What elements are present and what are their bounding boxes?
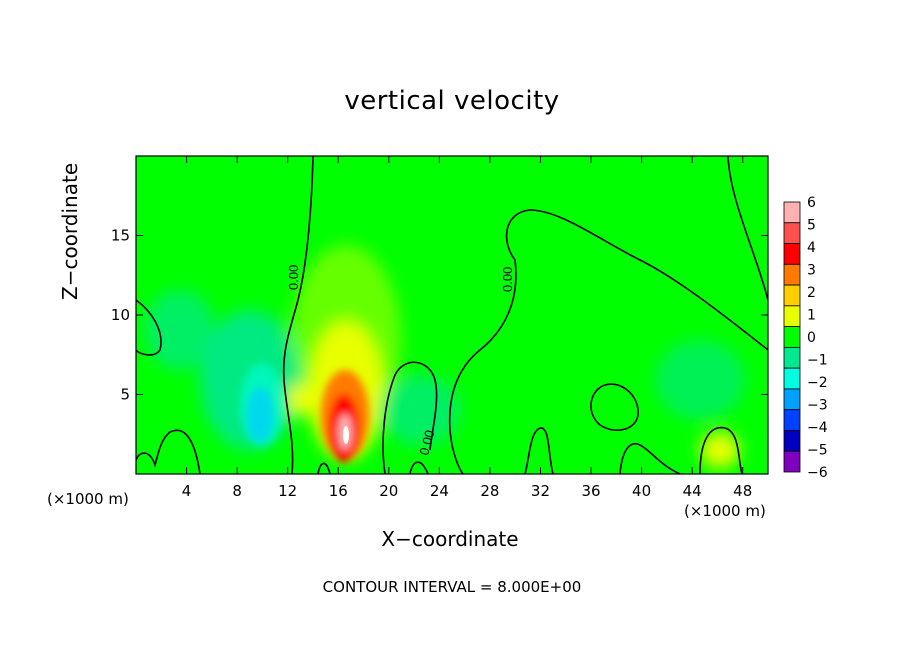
colorbar-label--5: −5 [807,443,828,459]
contour-label-3: 0.00 [416,428,437,456]
contour-zero-g [136,429,201,474]
x-unit-label-right: (×1000 m) [684,502,766,520]
colorbar-swatch-4 [783,243,801,265]
contour-zero-i [699,426,743,474]
colorbar-label--3: −3 [807,398,828,414]
colorbar-swatch--3 [783,388,801,411]
y-tick-label-10: 10 [111,306,130,324]
colorbar-label--6: −6 [807,465,828,481]
field-updraft-peak [343,426,349,444]
contour-zero-d [136,299,162,356]
contour-zero-h [524,427,554,474]
field-downdraft-mid [380,375,460,445]
x-tick-label-24: 24 [430,482,449,500]
contour-zero-j [619,443,681,474]
field-updraft-small [286,384,314,416]
contour-interval-note: CONTOUR INTERVAL = 8.000E+00 [322,578,582,596]
chart-title: vertical velocity [344,86,560,116]
contour-zero-a [282,156,314,474]
contour-zero-l [409,461,429,474]
contour-zero-b [727,156,768,301]
x-axis-label: X−coordinate [381,527,519,551]
colorbar-label-5: 5 [807,218,816,234]
colorbar-swatch--1 [783,346,801,369]
contour-zero-c [448,209,768,474]
x-tick-label-44: 44 [683,482,702,500]
colorbar-swatch--2 [783,367,801,390]
x-tick-label-20: 20 [379,482,398,500]
x-tick-label-16: 16 [329,482,348,500]
colorbar-label--2: −2 [807,375,828,391]
colorbar-swatch-1 [783,305,801,328]
colorbar-swatch-2 [783,284,801,307]
y-tick-label-5: 5 [120,386,130,404]
field-downdraft-left [145,290,215,370]
x-tick-label-48: 48 [733,482,752,500]
contour-zero-f [382,361,438,474]
colorbar-swatch--4 [783,409,801,431]
x-tick-label-12: 12 [278,482,297,500]
x-tick-label-40: 40 [632,482,651,500]
colorbar-label--1: −1 [807,353,828,369]
x-tick-label-4: 4 [182,482,192,500]
x-tick-label-8: 8 [232,482,242,500]
x-unit-label-left: (×1000 m) [47,490,129,508]
contour-label-1: 0.00 [286,265,301,290]
field-downdraft-right [655,340,745,420]
x-tick-label-36: 36 [581,482,600,500]
x-tick-label-28: 28 [480,482,499,500]
colorbar-swatch--5 [783,430,801,452]
colorbar-label-3: 3 [807,263,816,279]
colorbar-swatch-3 [783,263,801,286]
colorbar-swatch-6 [783,201,801,224]
colorbar-label-0: 0 [807,330,816,346]
colorbar-label--4: −4 [807,420,828,436]
x-tick-label-32: 32 [531,482,550,500]
colorbar-label-4: 4 [807,240,816,256]
colorbar-swatch--6 [783,450,801,473]
colorbar-label-6: 6 [807,195,816,211]
contour-label-2: 0.00 [500,267,515,292]
colorbar-swatch-0 [783,326,801,348]
colorbar-label-1: 1 [807,308,816,324]
field-downdraft-cyan [240,363,284,447]
y-tick-label-15: 15 [111,227,130,245]
colorbar-swatch-5 [783,222,801,244]
colorbar-label-2: 2 [807,285,816,301]
contour-zero-k [317,462,331,474]
field-updraft-right [700,432,740,468]
contour-zero-e [590,383,639,431]
